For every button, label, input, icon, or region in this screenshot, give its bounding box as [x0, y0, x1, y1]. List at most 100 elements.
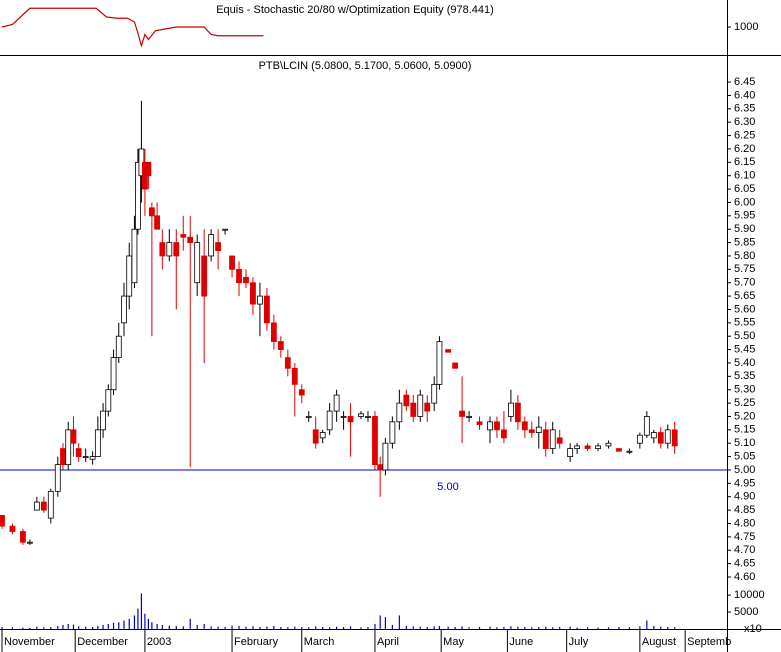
candle-body — [145, 161, 152, 177]
candle-body — [194, 242, 201, 284]
equity-title: Equis - Stochastic 20/80 w/Optimization … — [216, 4, 494, 16]
y-tick-label: 6.05 — [734, 183, 755, 195]
y-tick-label: 5.10 — [734, 437, 755, 449]
candle-body — [166, 242, 173, 257]
x-tick-label: 2003 — [147, 636, 171, 648]
candle-body — [54, 464, 61, 492]
candle-body — [605, 442, 612, 447]
candle-body — [396, 402, 403, 423]
candle-body — [9, 525, 16, 532]
candle-body — [159, 242, 166, 257]
candle-body — [626, 450, 633, 453]
y-tick-label: 6.15 — [734, 156, 755, 168]
candle-body — [277, 341, 284, 350]
candle-body — [556, 437, 563, 444]
candle-body — [347, 416, 354, 423]
candle-body — [270, 322, 277, 342]
candle-body — [298, 389, 305, 396]
y-tick-label: 5.50 — [734, 330, 755, 342]
y-tick-label: 4.75 — [734, 531, 755, 543]
y-tick-label: 5.85 — [734, 236, 755, 248]
candle-body — [365, 416, 371, 418]
y-tick-label: 6.00 — [734, 196, 755, 208]
x-tick-label: April — [377, 636, 399, 648]
candle-body — [326, 410, 333, 431]
candle-body — [643, 416, 650, 436]
y-tick-label: 4.60 — [734, 571, 755, 583]
y-tick-label: 6.30 — [734, 116, 755, 128]
candle-body — [650, 432, 657, 439]
candle-body — [466, 416, 472, 418]
y-tick-label: 6.10 — [734, 170, 755, 182]
candle-body — [208, 234, 215, 257]
candle-body — [135, 161, 141, 230]
candle-body — [424, 402, 431, 412]
candle-body — [110, 357, 117, 391]
candle-body — [105, 389, 112, 412]
y-tick-label: 6.35 — [734, 103, 755, 115]
candle-body — [574, 445, 581, 449]
candle-body — [75, 448, 82, 457]
candle-body — [284, 357, 291, 369]
y-tick-label: 4.95 — [734, 477, 755, 489]
y-tick-label: 5.40 — [734, 357, 755, 369]
candle-body — [154, 215, 161, 230]
candle-body — [410, 402, 417, 417]
candle-body — [436, 341, 443, 385]
candle-body — [372, 416, 378, 466]
y-tick-label: 6.20 — [734, 143, 755, 155]
x-tick-label: November — [4, 636, 55, 648]
candle-body — [382, 442, 389, 471]
y-tick-label: 5.05 — [734, 451, 755, 463]
y-tick-label: 5.65 — [734, 290, 755, 302]
volume-unit: x10 — [744, 623, 762, 635]
candle-body — [319, 432, 326, 439]
candle-body — [521, 421, 528, 431]
candle-body — [595, 445, 601, 449]
candle-body — [636, 434, 643, 444]
y-tick-label: 6.25 — [734, 129, 755, 141]
candle-body — [215, 242, 222, 252]
x-tick-label: July — [569, 636, 589, 648]
candle-body — [26, 541, 33, 544]
x-tick-label: May — [443, 636, 464, 648]
y-tick-label: 6.45 — [734, 76, 755, 88]
candle-body — [514, 402, 521, 423]
y-tick-label: 5.55 — [734, 317, 755, 329]
candle-body — [567, 448, 574, 457]
candle-body — [340, 416, 347, 418]
x-tick-label: June — [509, 636, 533, 648]
candle-body — [431, 383, 438, 404]
candle-body — [452, 362, 459, 369]
candle-body — [549, 429, 556, 449]
candle-body — [121, 295, 127, 324]
y-tick-label: 10000 — [734, 589, 765, 601]
candle-body — [187, 236, 194, 243]
y-tick-label: 5.00 — [734, 464, 755, 476]
x-tick-label: August — [642, 636, 676, 648]
x-tick-label: February — [234, 636, 279, 648]
candle-body — [528, 429, 535, 433]
y-tick-label: 5.45 — [734, 343, 755, 355]
candle-body — [201, 255, 208, 297]
candle-body — [377, 464, 384, 471]
candle-body — [417, 394, 424, 417]
y-tick-label: 5000 — [734, 606, 758, 618]
candle-body — [20, 531, 26, 543]
equity-line — [1, 7, 264, 48]
y-tick-label: 4.80 — [734, 517, 755, 529]
candle-body — [358, 413, 364, 417]
candle-body — [82, 456, 89, 458]
candle-body — [305, 416, 312, 418]
y-tick-label: 4.90 — [734, 491, 755, 503]
candle-body — [100, 410, 106, 431]
candle-body — [70, 429, 77, 444]
y-tick-label: 4.70 — [734, 544, 755, 556]
y-tick-label: 5.20 — [734, 410, 755, 422]
candle-body — [229, 255, 235, 270]
candle-body — [126, 255, 133, 297]
candle-body — [148, 207, 155, 217]
y-tick-label: 5.15 — [734, 424, 755, 436]
candle-body — [487, 421, 493, 431]
